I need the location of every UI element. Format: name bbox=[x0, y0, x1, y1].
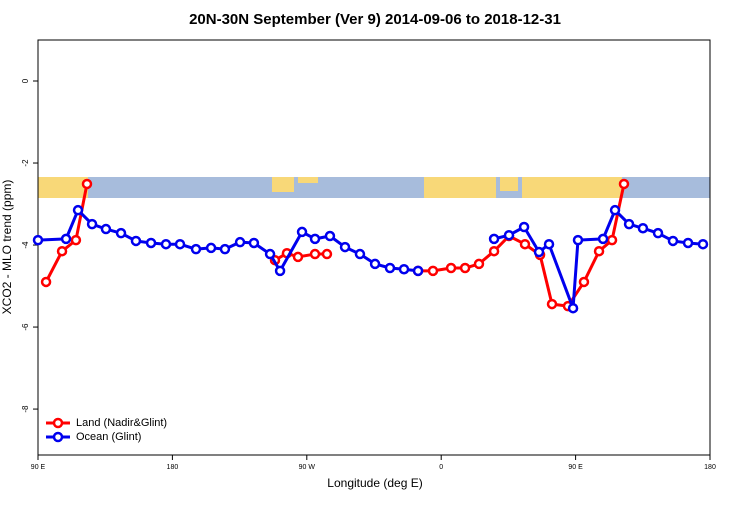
data-point bbox=[264, 248, 276, 260]
y-tick-label: -4 bbox=[21, 241, 30, 249]
land-patch bbox=[522, 177, 622, 198]
land-patch bbox=[298, 177, 318, 183]
data-point bbox=[398, 263, 410, 275]
y-tick-label: -8 bbox=[21, 405, 30, 413]
x-tick-label: 90 E bbox=[31, 464, 46, 471]
data-point bbox=[488, 245, 500, 257]
y-tick-label: -2 bbox=[21, 159, 30, 167]
land-patch bbox=[38, 177, 88, 198]
legend-label: Land (Nadir&Glint) bbox=[76, 417, 167, 429]
data-point bbox=[60, 233, 72, 245]
data-point bbox=[606, 234, 618, 246]
data-point bbox=[623, 218, 635, 230]
y-axis-label: XCO2 - MLO trend (ppm) bbox=[0, 180, 14, 315]
data-point bbox=[543, 238, 555, 250]
data-point bbox=[518, 221, 530, 233]
y-tick-label: -6 bbox=[21, 323, 30, 331]
data-point bbox=[412, 265, 424, 277]
map-strip bbox=[38, 177, 710, 198]
data-point bbox=[309, 233, 321, 245]
plot-frame bbox=[37, 39, 711, 456]
data-point bbox=[219, 243, 231, 255]
data-point bbox=[72, 204, 84, 216]
data-point bbox=[130, 235, 142, 247]
data-point bbox=[100, 223, 112, 235]
data-point bbox=[384, 262, 396, 274]
data-point bbox=[427, 265, 439, 277]
x-tick-label: 0 bbox=[439, 464, 443, 471]
data-point bbox=[56, 245, 68, 257]
data-point bbox=[86, 218, 98, 230]
data-point bbox=[160, 238, 172, 250]
data-point bbox=[459, 262, 471, 274]
data-point bbox=[40, 276, 52, 288]
data-point bbox=[488, 233, 500, 245]
data-point bbox=[652, 227, 664, 239]
data-point bbox=[503, 229, 515, 241]
x-tick-label: 90 E bbox=[568, 464, 583, 471]
data-point bbox=[519, 238, 531, 250]
x-tick-label: 180 bbox=[704, 464, 716, 471]
data-point bbox=[609, 204, 621, 216]
data-point bbox=[309, 248, 321, 260]
data-point bbox=[682, 237, 694, 249]
data-point bbox=[339, 241, 351, 253]
land-patch bbox=[424, 177, 496, 198]
data-point bbox=[274, 265, 286, 277]
data-point bbox=[321, 248, 333, 260]
x-axis-label: Longitude (deg E) bbox=[327, 476, 422, 490]
data-point bbox=[81, 178, 93, 190]
data-point bbox=[445, 262, 457, 274]
data-point bbox=[473, 258, 485, 270]
data-point bbox=[32, 234, 44, 246]
data-point bbox=[546, 298, 558, 310]
y-tick-label: 0 bbox=[21, 78, 30, 83]
legend-marker bbox=[52, 417, 64, 429]
data-point bbox=[145, 237, 157, 249]
data-point bbox=[637, 222, 649, 234]
legend-marker bbox=[52, 431, 64, 443]
data-point bbox=[234, 236, 246, 248]
data-point bbox=[324, 230, 336, 242]
data-point bbox=[369, 258, 381, 270]
x-tick-label: 90 W bbox=[299, 464, 316, 471]
data-point bbox=[70, 234, 82, 246]
data-point bbox=[190, 243, 202, 255]
data-point bbox=[533, 246, 545, 258]
data-point bbox=[354, 248, 366, 260]
data-point bbox=[667, 235, 679, 247]
data-point bbox=[697, 238, 709, 250]
chart-title: 20N-30N September (Ver 9) 2014-09-06 to … bbox=[189, 11, 561, 28]
data-point bbox=[618, 178, 630, 190]
data-point bbox=[296, 226, 308, 238]
data-point bbox=[578, 276, 590, 288]
data-point bbox=[292, 251, 304, 263]
data-point bbox=[593, 245, 605, 257]
data-point bbox=[115, 227, 127, 239]
data-point bbox=[597, 233, 609, 245]
data-point bbox=[174, 238, 186, 250]
land-patch bbox=[272, 177, 294, 192]
x-tick-label: 180 bbox=[167, 464, 179, 471]
data-point bbox=[205, 242, 217, 254]
data-point bbox=[572, 234, 584, 246]
data-point bbox=[248, 237, 260, 249]
land-patch bbox=[500, 177, 518, 191]
legend-label: Ocean (Glint) bbox=[76, 431, 141, 443]
data-point bbox=[567, 302, 579, 314]
